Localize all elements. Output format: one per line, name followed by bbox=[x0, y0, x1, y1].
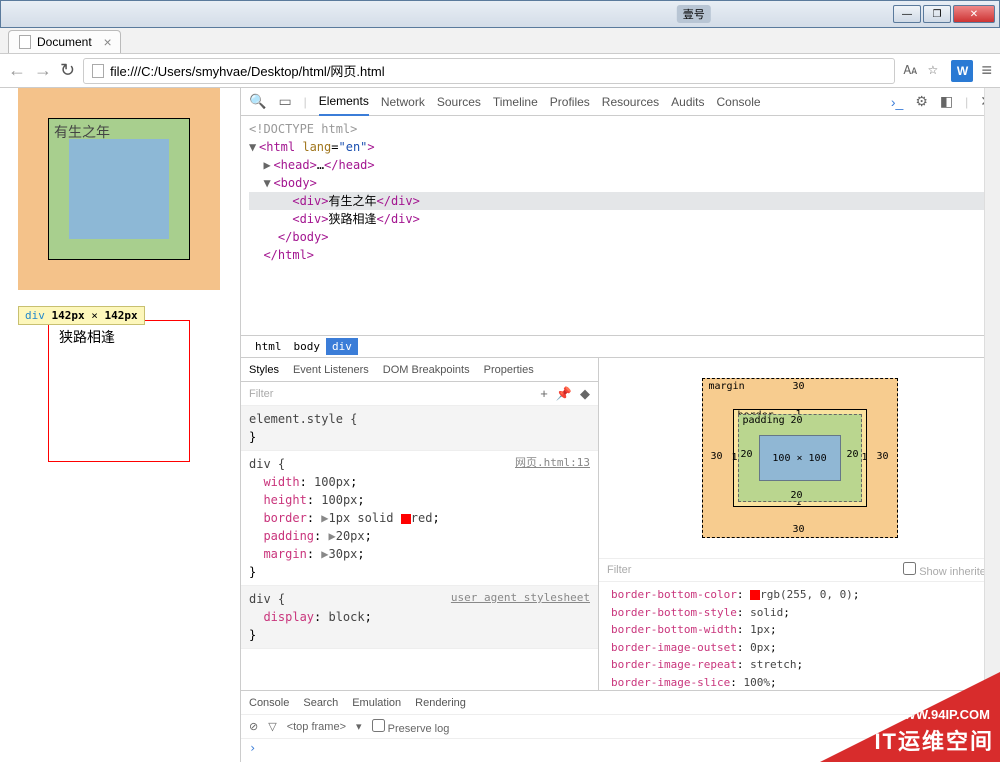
highlighted-margin bbox=[18, 88, 220, 290]
hov-icon[interactable]: ◆ bbox=[580, 386, 590, 402]
computed-list: border-bottom-color: rgb(255, 0, 0); bor… bbox=[599, 582, 1000, 690]
dimension-tooltip: div 142px × 142px bbox=[18, 306, 145, 325]
styles-panel: Styles Event Listeners DOM Breakpoints P… bbox=[241, 358, 599, 690]
crumb-body[interactable]: body bbox=[288, 338, 327, 355]
show-inherited[interactable]: Show inherited bbox=[903, 562, 992, 578]
first-div-text: 有生之年 bbox=[54, 122, 110, 142]
close-button[interactable]: ✕ bbox=[953, 5, 995, 23]
forward-button[interactable]: → bbox=[34, 60, 52, 81]
drawer-icon[interactable]: ›_ bbox=[891, 94, 903, 110]
minimize-button[interactable]: — bbox=[893, 5, 921, 23]
drawer-tab-rendering[interactable]: Rendering bbox=[415, 697, 466, 709]
tab-profiles[interactable]: Profiles bbox=[550, 89, 590, 115]
rule-element-style[interactable]: element.style { } bbox=[241, 406, 598, 451]
tab-console[interactable]: Console bbox=[717, 89, 761, 115]
preserve-log[interactable]: Preserve log bbox=[372, 719, 450, 735]
inspect-icon[interactable]: 🔍 bbox=[249, 93, 266, 110]
tab-resources[interactable]: Resources bbox=[602, 89, 659, 115]
highlighted-content bbox=[69, 139, 169, 239]
browser-tab[interactable]: Document × bbox=[8, 30, 121, 53]
rule-ua[interactable]: div { user agent stylesheet display: blo… bbox=[241, 586, 598, 649]
breadcrumb: html body div bbox=[241, 336, 1000, 358]
browser-tabbar: Document × bbox=[0, 28, 1000, 54]
computed-panel: margin 30 30 30 30 border 1 1 1 1 bbox=[599, 358, 1000, 690]
main-area: 有生之年 狭路相逢 div 142px × 142px 🔍 ▭ | Elemen… bbox=[0, 88, 1000, 762]
pin-icon[interactable]: 📌 bbox=[556, 386, 572, 402]
window-titlebar: 壹号 — ❐ ✕ bbox=[0, 0, 1000, 28]
window-badge: 壹号 bbox=[677, 5, 711, 23]
watermark-label: IT运维空间 bbox=[874, 724, 994, 756]
drawer-tabs: Console Search Emulation Rendering bbox=[241, 691, 1000, 715]
maximize-button[interactable]: ❐ bbox=[923, 5, 951, 23]
drawer-tab-search[interactable]: Search bbox=[303, 697, 338, 709]
device-icon[interactable]: ▭ bbox=[278, 93, 291, 110]
second-div: 狭路相逢 bbox=[48, 320, 190, 462]
url-input[interactable]: file:///C:/Users/smyhvae/Desktop/html/网页… bbox=[83, 58, 895, 84]
styles-filter[interactable]: Filter + 📌 ◆ bbox=[241, 382, 598, 406]
color-swatch[interactable] bbox=[401, 514, 411, 524]
source-link[interactable]: 网页.html:13 bbox=[515, 455, 590, 472]
back-button[interactable]: ← bbox=[8, 60, 26, 81]
second-div-text: 狭路相逢 bbox=[59, 327, 115, 347]
extension-w-icon[interactable]: W bbox=[951, 60, 973, 82]
address-bar: ← → ↻ file:///C:/Users/smyhvae/Desktop/h… bbox=[0, 54, 1000, 88]
selected-node[interactable]: <div>有生之年</div> bbox=[249, 192, 992, 210]
css-rules: element.style { } div { 网页.html:13 width… bbox=[241, 406, 598, 690]
subtab-properties[interactable]: Properties bbox=[484, 364, 534, 376]
devtools-toolbar: 🔍 ▭ | Elements Network Sources Timeline … bbox=[241, 88, 1000, 116]
filter-icon[interactable]: ▽ bbox=[268, 720, 276, 733]
file-icon bbox=[92, 64, 104, 78]
tab-audits[interactable]: Audits bbox=[671, 89, 704, 115]
url-text: file:///C:/Users/smyhvae/Desktop/html/网页… bbox=[110, 61, 385, 80]
subtab-styles[interactable]: Styles bbox=[249, 364, 279, 376]
settings-icon[interactable]: ⚙ bbox=[915, 93, 928, 110]
crumb-html[interactable]: html bbox=[249, 338, 288, 355]
clear-icon[interactable]: ⊘ bbox=[249, 720, 258, 733]
star-icon[interactable]: ☆ bbox=[927, 63, 943, 79]
panels: Styles Event Listeners DOM Breakpoints P… bbox=[241, 358, 1000, 690]
tab-sources[interactable]: Sources bbox=[437, 89, 481, 115]
tab-close-icon[interactable]: × bbox=[104, 34, 112, 50]
tab-network[interactable]: Network bbox=[381, 89, 425, 115]
document-icon bbox=[19, 35, 31, 49]
tab-elements[interactable]: Elements bbox=[319, 88, 369, 116]
box-model: margin 30 30 30 30 border 1 1 1 1 bbox=[599, 358, 1000, 558]
dom-tree[interactable]: <!DOCTYPE html> ▼<html lang="en"> ▶<head… bbox=[241, 116, 1000, 336]
drawer-tab-console[interactable]: Console bbox=[249, 697, 289, 709]
add-rule-icon[interactable]: + bbox=[540, 386, 548, 402]
subtab-breakpoints[interactable]: DOM Breakpoints bbox=[383, 364, 470, 376]
tab-title: Document bbox=[37, 35, 92, 49]
reload-button[interactable]: ↻ bbox=[60, 60, 75, 81]
menu-icon[interactable]: ≡ bbox=[981, 60, 992, 81]
styles-subtabs: Styles Event Listeners DOM Breakpoints P… bbox=[241, 358, 598, 382]
tab-timeline[interactable]: Timeline bbox=[493, 89, 538, 115]
scrollbar[interactable] bbox=[984, 88, 1000, 762]
subtab-listeners[interactable]: Event Listeners bbox=[293, 364, 369, 376]
box-content: 100 × 100 bbox=[759, 435, 841, 481]
crumb-div[interactable]: div bbox=[326, 338, 358, 355]
computed-filter[interactable]: Filter Show inherited bbox=[599, 558, 1000, 582]
devtools: 🔍 ▭ | Elements Network Sources Timeline … bbox=[240, 88, 1000, 762]
page-viewport: 有生之年 狭路相逢 div 142px × 142px bbox=[0, 88, 240, 762]
rule-div[interactable]: div { 网页.html:13 width: 100px; height: 1… bbox=[241, 451, 598, 586]
frame-select[interactable]: <top frame> bbox=[287, 721, 346, 733]
drawer-tab-emulation[interactable]: Emulation bbox=[352, 697, 401, 709]
translate-icon[interactable]: 🗛 bbox=[903, 63, 919, 79]
dock-icon[interactable]: ◧ bbox=[940, 93, 953, 110]
